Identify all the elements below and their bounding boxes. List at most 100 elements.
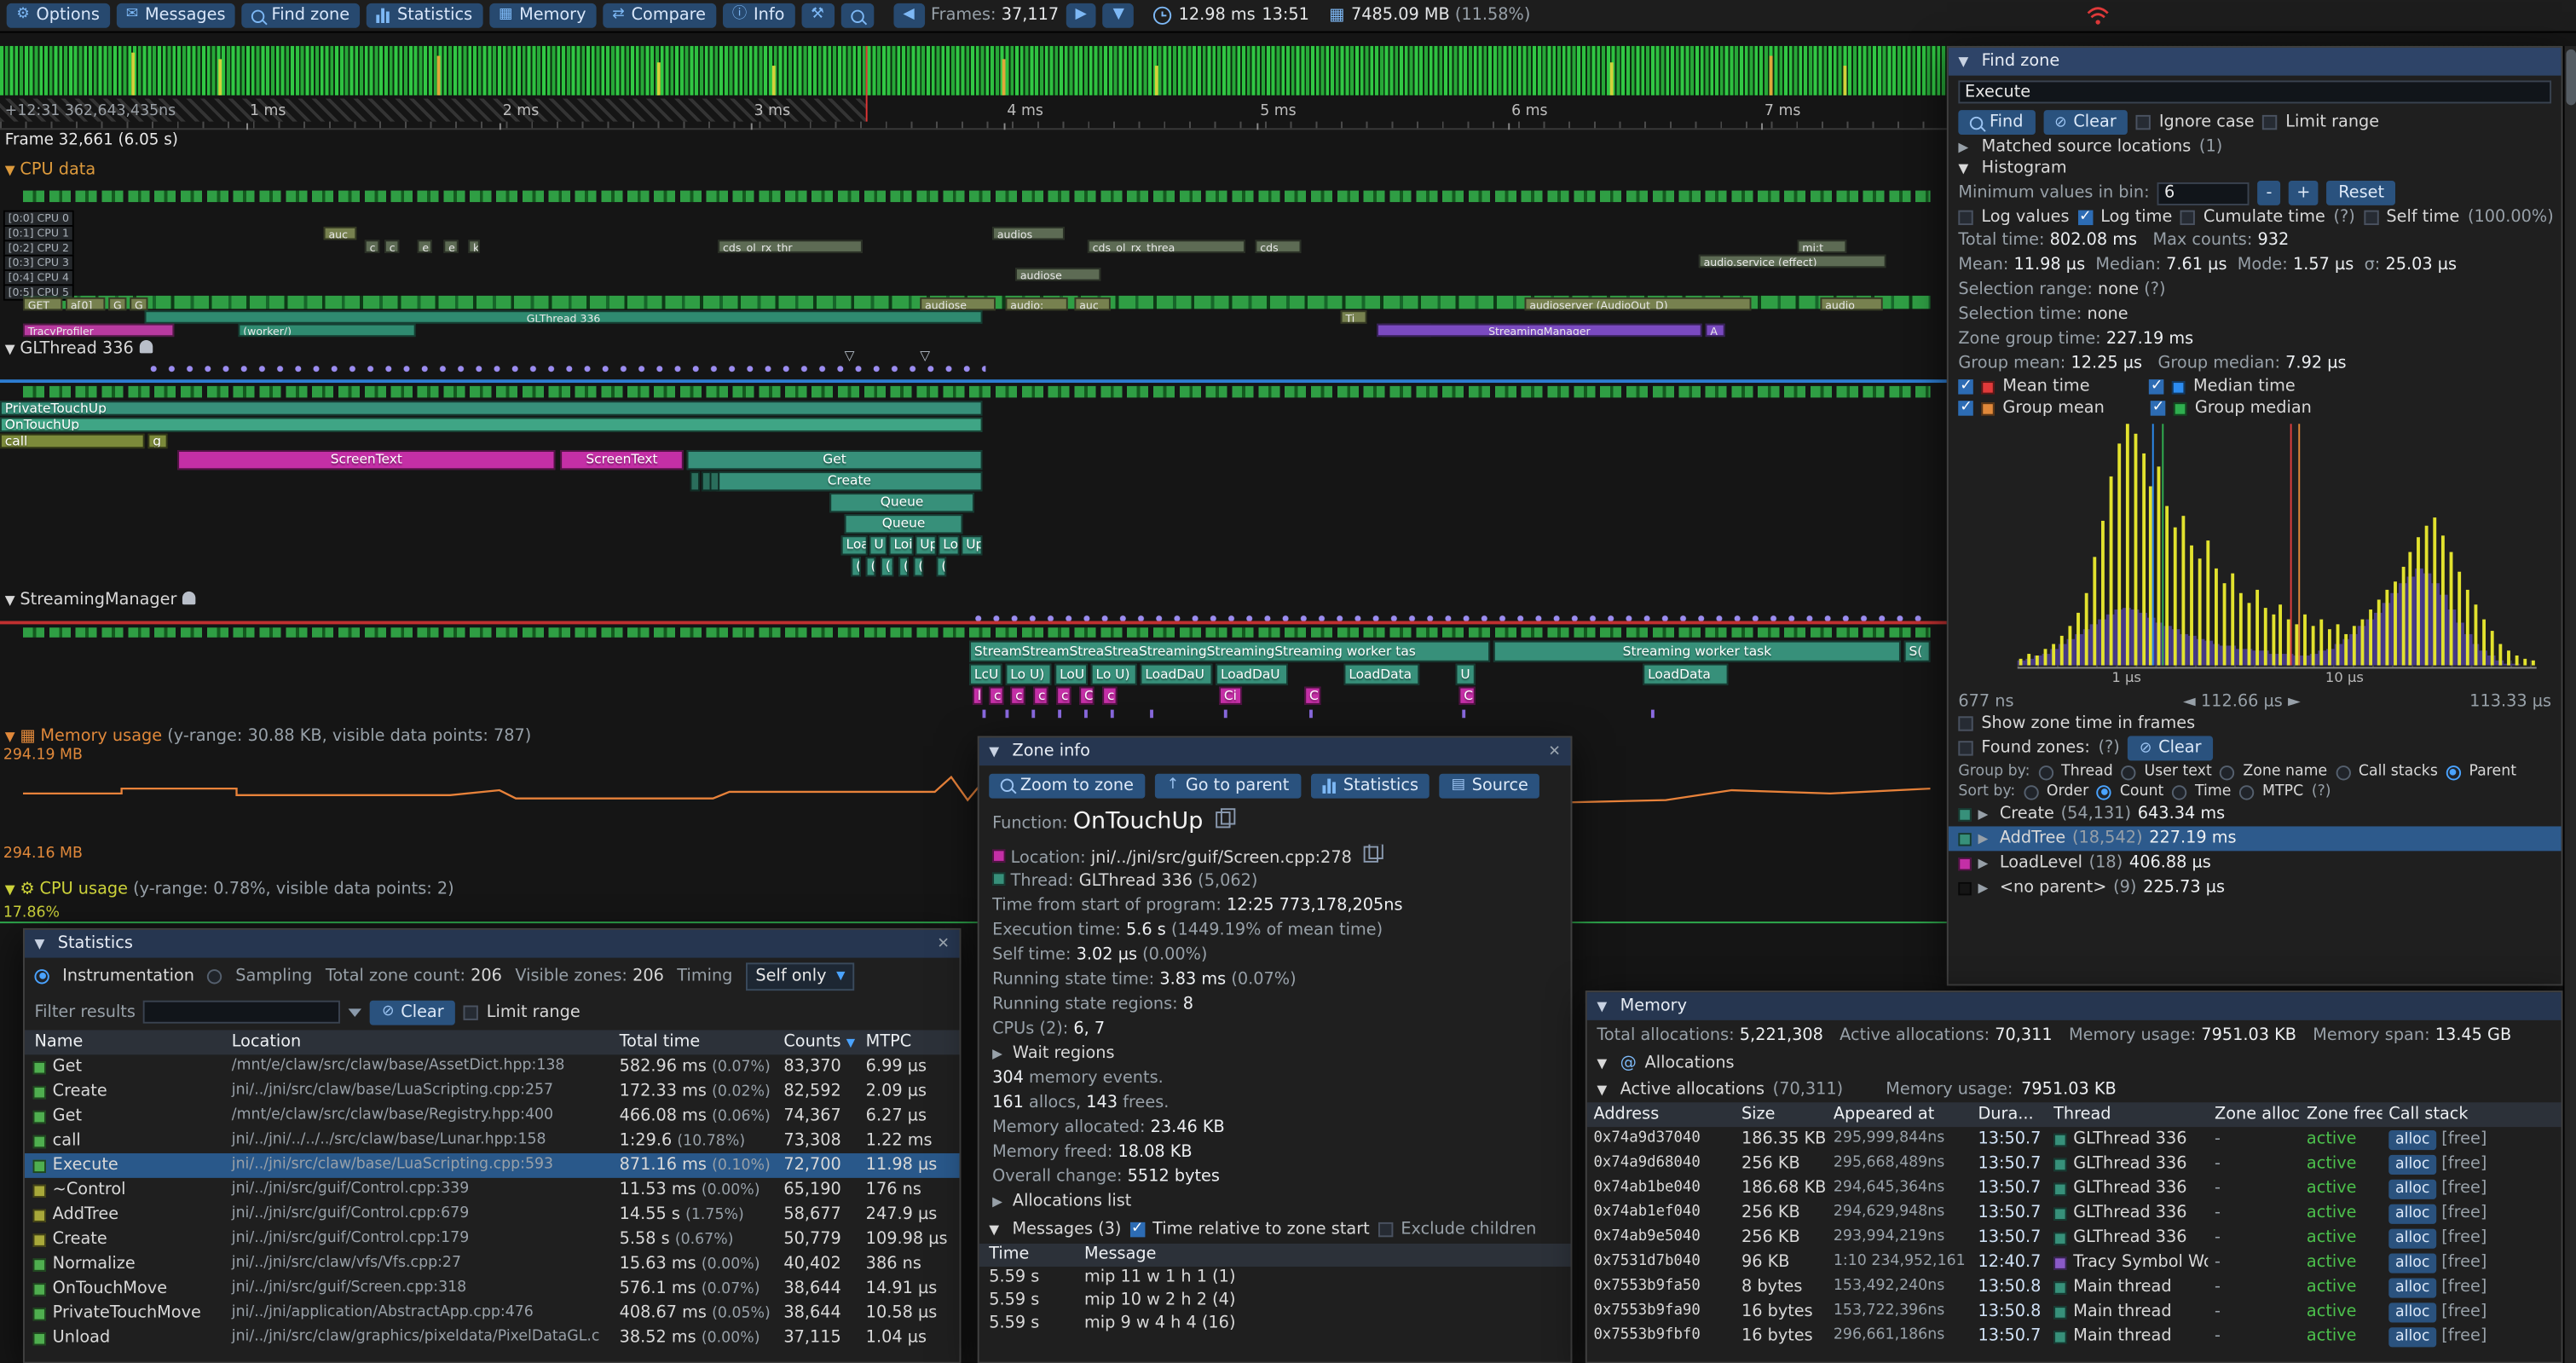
profiler-zone[interactable]: Create [716, 471, 983, 492]
cpu-zone-chip[interactable]: cds [1255, 240, 1302, 253]
profiler-zone[interactable]: LoU [1054, 663, 1088, 685]
message-row[interactable]: 5.59 s mip 10 w 2 h 2 (4) [989, 1291, 1236, 1310]
log-values-checkbox[interactable] [1958, 210, 1973, 226]
profiler-zone[interactable]: S( [1903, 640, 1931, 662]
memory-titlebar[interactable]: ▼ Memory [1586, 992, 2562, 1020]
timing-dropdown[interactable]: Self only ▼ [745, 962, 856, 990]
source-button[interactable]: ▤ Source [1440, 772, 1540, 798]
active-allocations-collapser[interactable]: ▼ Active allocations (70,311) Memory usa… [1597, 1080, 2117, 1099]
profiler-zone[interactable]: ( [898, 557, 909, 577]
allocation-row[interactable]: 0x74a9d68040 256 KB 295,668,489ns 13:50.… [1593, 1154, 2487, 1175]
allocation-row[interactable]: 0x7553b9fa50 8 bytes 153,492,240ns 13:50… [1593, 1278, 2487, 1298]
statistics-row[interactable]: Unload jni/../jni/src/claw/graphics/pixe… [25, 1325, 960, 1350]
filter-input[interactable] [143, 1000, 341, 1024]
cpu-zone-chip[interactable]: A [1705, 323, 1725, 338]
profiler-zone[interactable]: l [972, 686, 983, 705]
cpu-usage-header[interactable]: ▼ ⚙ CPU usage (y-range: 0.78%, visible dat… [4, 881, 454, 899]
group-thread-radio[interactable] [2038, 765, 2053, 780]
profiler-zone[interactable]: Loi [888, 535, 914, 556]
cpu-zone-chip[interactable]: audio [1820, 297, 1883, 311]
allocations-collapser[interactable]: ▼ @ Allocations [1597, 1054, 1735, 1072]
cpu-data-header[interactable]: ▼ CPU data [4, 160, 96, 180]
zone-statistics-button[interactable]: Statistics [1310, 772, 1430, 798]
group-callstacks-radio[interactable] [2335, 765, 2351, 780]
show-zone-time-checkbox[interactable] [1958, 716, 1973, 731]
message-marker-icon[interactable]: ▽ [844, 348, 855, 363]
cpu-zone-chip[interactable]: GET [22, 297, 63, 311]
cpu-zone-chip[interactable]: StreamingManager [1377, 323, 1702, 338]
cpu-zone-chip[interactable]: G [108, 297, 127, 311]
scrollbar-thumb[interactable] [2566, 49, 2576, 106]
wait-regions-collapser[interactable]: ▶ Wait regions [992, 1044, 1115, 1063]
found-zone-group-row[interactable]: ▶ <no parent> (9) 225.73 µs [1949, 875, 2562, 900]
limit-range-checkbox[interactable] [463, 1004, 479, 1019]
filter-icon[interactable] [349, 1008, 362, 1017]
cpu-zone-chip[interactable]: (worker/) [238, 323, 416, 338]
cpu-zone-chip[interactable]: GLThread 336 [144, 310, 983, 324]
next-frame-button[interactable]: ▶ [1065, 3, 1097, 28]
message-row[interactable]: 5.59 s mip 11 w 1 h 1 (1) [989, 1268, 1236, 1287]
statistics-row[interactable]: OnTouchMove jni/../jni/src/guif/Screen.c… [25, 1277, 960, 1302]
ghost-zone-icon[interactable] [138, 339, 153, 354]
cpu-zone-chip[interactable]: audios [992, 226, 1065, 240]
vertical-scrollbar[interactable] [2562, 45, 2576, 1363]
ghost-zone-icon[interactable] [182, 591, 196, 605]
group-parent-radio[interactable] [2446, 765, 2461, 780]
profiler-zone[interactable]: Up [915, 535, 937, 556]
zone-info-titlebar[interactable]: ▼ Zone info ✕ [979, 737, 1571, 766]
matched-locations-collapser[interactable]: ▶ Matched source locations (1) [1958, 137, 2223, 157]
frame-select-button[interactable]: ▼ [1103, 3, 1135, 28]
allocation-row[interactable]: 0x74ab1ef040 256 KB 294,629,948ns 13:50.… [1593, 1204, 2487, 1224]
profiler-zone[interactable]: ( [936, 557, 947, 577]
clear-button[interactable]: ⊘ Clear [2042, 110, 2128, 136]
zone-time-histogram[interactable]: 1 µs 10 µs [2017, 424, 2537, 687]
cpu-zone-chip[interactable]: e [443, 240, 459, 253]
profiler-zone[interactable]: ( [865, 557, 876, 577]
clear-found-button[interactable]: ⊘ Clear [2128, 736, 2214, 761]
profiler-zone[interactable]: ScreenText [177, 450, 556, 471]
alloc-callstack-button[interactable]: alloc [2388, 1204, 2437, 1224]
statistics-button[interactable]: Statistics [366, 3, 482, 28]
copy-icon[interactable] [1363, 844, 1383, 863]
statistics-row[interactable]: call jni/../jni/../../../src/claw/base/L… [25, 1129, 960, 1153]
increment-button[interactable]: + [2288, 181, 2319, 205]
statistics-row[interactable]: Normalize jni/../jni/src/claw/vfs/Vfs.cp… [25, 1252, 960, 1277]
cpu-zone-chip[interactable]: cds_ol_rx_threa [1087, 240, 1245, 253]
profiler-zone[interactable]: ( [851, 557, 861, 577]
profiler-zone[interactable]: c| [1056, 686, 1071, 705]
statistics-row[interactable]: Create jni/../jni/src/claw/base/LuaScrip… [25, 1079, 960, 1104]
memory-table-header[interactable]: Address Size Appeared at Dura... Thread … [1586, 1102, 2562, 1128]
cpu-zone-chip[interactable]: audiose [920, 297, 996, 311]
message-row[interactable]: 5.59 s mip 9 w 4 h 4 (16) [989, 1314, 1236, 1333]
profiler-zone[interactable]: Streaming worker task [1493, 640, 1901, 662]
cpu-zone-chip[interactable]: e [417, 240, 432, 253]
found-zone-group-row[interactable]: ▶ Create (54,131) 643.34 ms [1949, 802, 2562, 827]
streaming-manager-header[interactable]: ▼ StreamingManager [5, 591, 196, 609]
alloc-callstack-button[interactable]: alloc [2388, 1327, 2437, 1348]
profiler-zone[interactable]: LoadData [1343, 663, 1420, 685]
find-zone-input[interactable] [1958, 80, 2552, 104]
sampling-radio[interactable] [207, 968, 222, 984]
ignore-case-checkbox[interactable] [2135, 114, 2151, 130]
time-ruler[interactable]: +12:31 362,643,435ns 1 ms 2 ms 3 ms 4 ms… [0, 101, 1947, 130]
min-bin-input[interactable] [2157, 181, 2250, 205]
statistics-row[interactable]: Create jni/../jni/src/guif/Control.cpp:1… [25, 1227, 960, 1252]
group-usertext-radio[interactable] [2121, 765, 2136, 780]
cpu-zone-chip[interactable]: auc [323, 226, 357, 240]
mean-time-checkbox[interactable] [1958, 378, 1973, 395]
exclude-children-checkbox[interactable] [1378, 1221, 1393, 1237]
alloc-callstack-button[interactable]: alloc [2388, 1179, 2437, 1199]
profiler-zone[interactable]: call [0, 433, 145, 449]
profiler-zone[interactable]: c| [1010, 686, 1025, 705]
group-median-checkbox[interactable] [2150, 399, 2166, 416]
info-button[interactable]: ⓘ Info [722, 3, 795, 28]
cpu-zone-chip[interactable]: k [468, 240, 480, 253]
cpu-zone-chip[interactable]: cds_ol_rx_thr [718, 240, 863, 253]
instrumentation-radio[interactable] [34, 968, 49, 984]
messages-button[interactable]: ✉ Messages [116, 3, 236, 28]
profiler-zone[interactable]: LoadDaU [1216, 663, 1289, 685]
profiler-zone[interactable]: Lo [938, 535, 960, 556]
alloc-callstack-button[interactable]: alloc [2388, 1278, 2437, 1298]
profiler-zone[interactable]: LoadData [1643, 663, 1729, 685]
statistics-row[interactable]: AddTree jni/../jni/src/guif/Control.cpp:… [25, 1203, 960, 1227]
